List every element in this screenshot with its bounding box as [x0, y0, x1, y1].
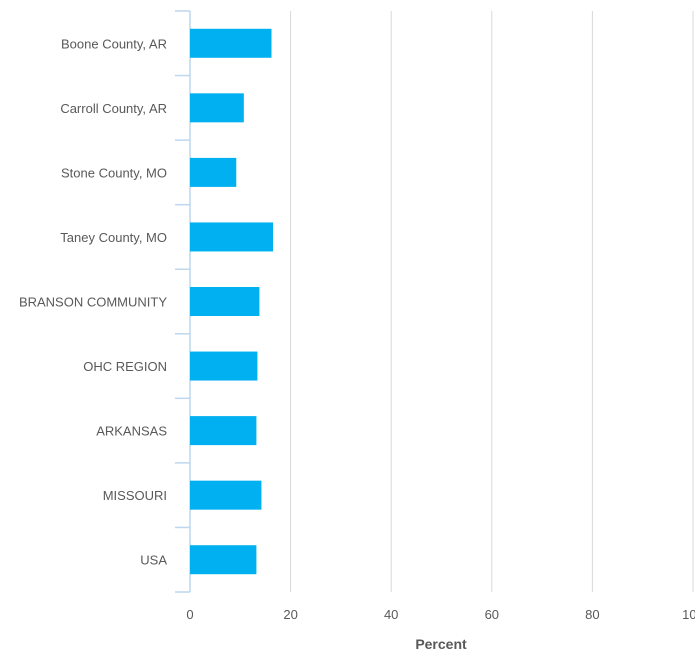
category-label: MISSOURI — [103, 488, 167, 503]
category-axis — [175, 10, 191, 593]
category-label: Boone County, AR — [61, 36, 167, 51]
category-label: BRANSON COMMUNITY — [19, 295, 167, 310]
bar — [190, 28, 272, 58]
bar — [190, 222, 273, 252]
x-tick-label: 80 — [585, 607, 599, 622]
bars — [190, 28, 273, 575]
x-tick-label: 40 — [384, 607, 398, 622]
category-label: USA — [140, 553, 167, 568]
category-label: Stone County, MO — [61, 165, 167, 180]
category-labels: Boone County, AR Carroll County, AR Stone … — [19, 36, 167, 567]
bar — [190, 351, 258, 381]
bar — [190, 287, 260, 316]
x-axis-title: Percent — [415, 636, 467, 652]
gridlines — [290, 11, 694, 592]
category-label: Taney County, MO — [60, 230, 167, 245]
bar — [190, 480, 262, 510]
bar — [190, 93, 244, 123]
x-tick-label: 20 — [283, 607, 297, 622]
x-tick-label: 100 — [682, 607, 695, 622]
category-label: OHC REGION — [83, 359, 167, 374]
bar — [190, 416, 257, 446]
bar — [190, 157, 237, 187]
category-label: ARKANSAS — [96, 424, 167, 439]
x-tick-labels: 0 20 40 60 80 100 — [186, 607, 695, 622]
category-label: Carroll County, AR — [60, 101, 167, 116]
x-tick-label: 60 — [485, 607, 499, 622]
bar — [190, 545, 257, 575]
x-tick-label: 0 — [186, 607, 193, 622]
